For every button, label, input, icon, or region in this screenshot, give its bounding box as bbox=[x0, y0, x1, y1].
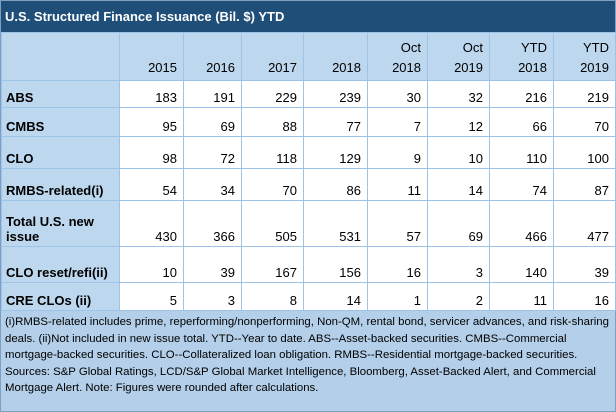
cell-value: 156 bbox=[303, 246, 368, 283]
cell-value: 118 bbox=[241, 136, 304, 169]
cell-value: 3 bbox=[427, 246, 490, 283]
cell-value: 430 bbox=[119, 200, 184, 247]
cell-value: 366 bbox=[183, 200, 242, 247]
cell-value: 32 bbox=[427, 80, 490, 108]
cell-value: 74 bbox=[489, 168, 554, 201]
cell-value: 167 bbox=[241, 246, 304, 283]
cell-value: 87 bbox=[553, 168, 616, 201]
table-row: CRE CLOs (ii) 5 3 8 14 1 2 11 16 bbox=[1, 282, 616, 311]
row-label: RMBS-related(i) bbox=[1, 168, 120, 201]
cell-value: 98 bbox=[119, 136, 184, 169]
table-row: RMBS-related(i) 54 34 70 86 11 14 74 87 bbox=[1, 168, 616, 201]
table-row: CLO 98 72 118 129 9 10 110 100 bbox=[1, 136, 616, 169]
cell-value: 239 bbox=[303, 80, 368, 108]
cell-value: 14 bbox=[303, 282, 368, 311]
cell-value: 57 bbox=[367, 200, 428, 247]
cell-value: 72 bbox=[183, 136, 242, 169]
table-body: ABS 183 191 229 239 30 32 216 219 CMBS 95 69 88 77 7 12… bbox=[1, 80, 616, 311]
cell-value: 216 bbox=[489, 80, 554, 108]
footnote: (i)RMBS-related includes prime, reperfor… bbox=[1, 311, 615, 411]
cell-value: 66 bbox=[489, 107, 554, 137]
cell-value: 54 bbox=[119, 168, 184, 201]
table-row: ABS 183 191 229 239 30 32 216 219 bbox=[1, 80, 616, 108]
column-header: 2015 bbox=[119, 32, 184, 81]
cell-value: 100 bbox=[553, 136, 616, 169]
corner-cell bbox=[1, 32, 120, 81]
cell-value: 70 bbox=[241, 168, 304, 201]
table-row: CMBS 95 69 88 77 7 12 66 70 bbox=[1, 107, 616, 137]
cell-value: 69 bbox=[183, 107, 242, 137]
row-label: Total U.S. new issue bbox=[1, 200, 120, 247]
header-row: 2015 2016 2017 2018 Oct 2018 Oct 2019 YTD 2018… bbox=[1, 32, 616, 81]
column-header: 2017 bbox=[241, 32, 304, 81]
column-header: Oct 2018 bbox=[367, 32, 428, 81]
cell-value: 14 bbox=[427, 168, 490, 201]
cell-value: 3 bbox=[183, 282, 242, 311]
cell-value: 34 bbox=[183, 168, 242, 201]
cell-value: 7 bbox=[367, 107, 428, 137]
cell-value: 95 bbox=[119, 107, 184, 137]
row-label: CLO reset/refi(ii) bbox=[1, 246, 120, 283]
issuance-table: 2015 2016 2017 2018 Oct 2018 Oct 2019 YTD 2018… bbox=[1, 32, 616, 311]
column-header: YTD 2018 bbox=[489, 32, 554, 81]
table-row: CLO reset/refi(ii) 10 39 167 156 16 3 140 39 bbox=[1, 246, 616, 283]
column-header: Oct 2019 bbox=[427, 32, 490, 81]
cell-value: 10 bbox=[427, 136, 490, 169]
cell-value: 1 bbox=[367, 282, 428, 311]
cell-value: 11 bbox=[367, 168, 428, 201]
cell-value: 110 bbox=[489, 136, 554, 169]
cell-value: 183 bbox=[119, 80, 184, 108]
cell-value: 9 bbox=[367, 136, 428, 169]
row-label: CMBS bbox=[1, 107, 120, 137]
row-label: CRE CLOs (ii) bbox=[1, 282, 120, 311]
table-row: Total U.S. new issue 430 366 505 531 57 69 466 4… bbox=[1, 200, 616, 247]
column-header: 2016 bbox=[183, 32, 242, 81]
cell-value: 69 bbox=[427, 200, 490, 247]
cell-value: 86 bbox=[303, 168, 368, 201]
column-header: YTD 2019 bbox=[553, 32, 616, 81]
cell-value: 11 bbox=[489, 282, 554, 311]
cell-value: 531 bbox=[303, 200, 368, 247]
cell-value: 88 bbox=[241, 107, 304, 137]
cell-value: 12 bbox=[427, 107, 490, 137]
cell-value: 129 bbox=[303, 136, 368, 169]
row-label: CLO bbox=[1, 136, 120, 169]
cell-value: 5 bbox=[119, 282, 184, 311]
cell-value: 2 bbox=[427, 282, 490, 311]
cell-value: 16 bbox=[553, 282, 616, 311]
cell-value: 77 bbox=[303, 107, 368, 137]
cell-value: 219 bbox=[553, 80, 616, 108]
column-header: 2018 bbox=[303, 32, 368, 81]
cell-value: 39 bbox=[553, 246, 616, 283]
cell-value: 30 bbox=[367, 80, 428, 108]
cell-value: 477 bbox=[553, 200, 616, 247]
cell-value: 39 bbox=[183, 246, 242, 283]
title: U.S. Structured Finance Issuance (Bil. $… bbox=[1, 1, 615, 32]
cell-value: 466 bbox=[489, 200, 554, 247]
cell-value: 8 bbox=[241, 282, 304, 311]
cell-value: 70 bbox=[553, 107, 616, 137]
cell-value: 505 bbox=[241, 200, 304, 247]
cell-value: 140 bbox=[489, 246, 554, 283]
cell-value: 191 bbox=[183, 80, 242, 108]
cell-value: 16 bbox=[367, 246, 428, 283]
cell-value: 10 bbox=[119, 246, 184, 283]
row-label: ABS bbox=[1, 80, 120, 108]
cell-value: 229 bbox=[241, 80, 304, 108]
